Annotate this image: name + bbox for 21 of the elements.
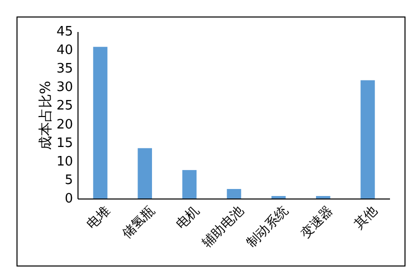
y-tick-label: 40 xyxy=(56,43,73,58)
y-tick-label: 0 xyxy=(64,192,73,206)
bar xyxy=(182,170,197,199)
bar xyxy=(226,188,242,199)
x-tick-label: 电机 xyxy=(173,203,202,232)
x-tick-label: 变速器 xyxy=(298,203,336,242)
y-tick-label: 5 xyxy=(64,172,73,188)
y-tick-label: 30 xyxy=(56,80,73,96)
x-tick-label: 电堆 xyxy=(84,203,114,232)
y-tick-label: 25 xyxy=(56,98,73,114)
y-tick-label: 15 xyxy=(56,136,73,151)
y-tick-label: 20 xyxy=(56,117,73,132)
bar xyxy=(138,148,152,199)
x-tick-label: 其他 xyxy=(352,203,381,232)
x-tick-label: 储氢瓶 xyxy=(120,203,158,242)
y-tick-label: 10 xyxy=(56,154,73,170)
y-axis-title: 成本占比% xyxy=(38,80,54,150)
bar xyxy=(360,80,375,199)
y-tick-label: 35 xyxy=(56,62,73,77)
y-tick-label: 45 xyxy=(56,24,73,40)
bar xyxy=(93,46,108,199)
